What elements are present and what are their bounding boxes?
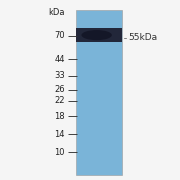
Text: 44: 44 <box>54 55 65 64</box>
Ellipse shape <box>81 30 112 40</box>
Text: 10: 10 <box>54 148 65 157</box>
Text: 18: 18 <box>54 112 65 121</box>
Text: 33: 33 <box>54 71 65 80</box>
Text: 55kDa: 55kDa <box>128 33 157 42</box>
Bar <box>76 28 122 42</box>
Text: kDa: kDa <box>48 8 65 17</box>
Text: 70: 70 <box>54 31 65 40</box>
Text: 14: 14 <box>54 130 65 139</box>
Text: 26: 26 <box>54 86 65 94</box>
Bar <box>76 10 122 175</box>
Text: 22: 22 <box>54 96 65 105</box>
